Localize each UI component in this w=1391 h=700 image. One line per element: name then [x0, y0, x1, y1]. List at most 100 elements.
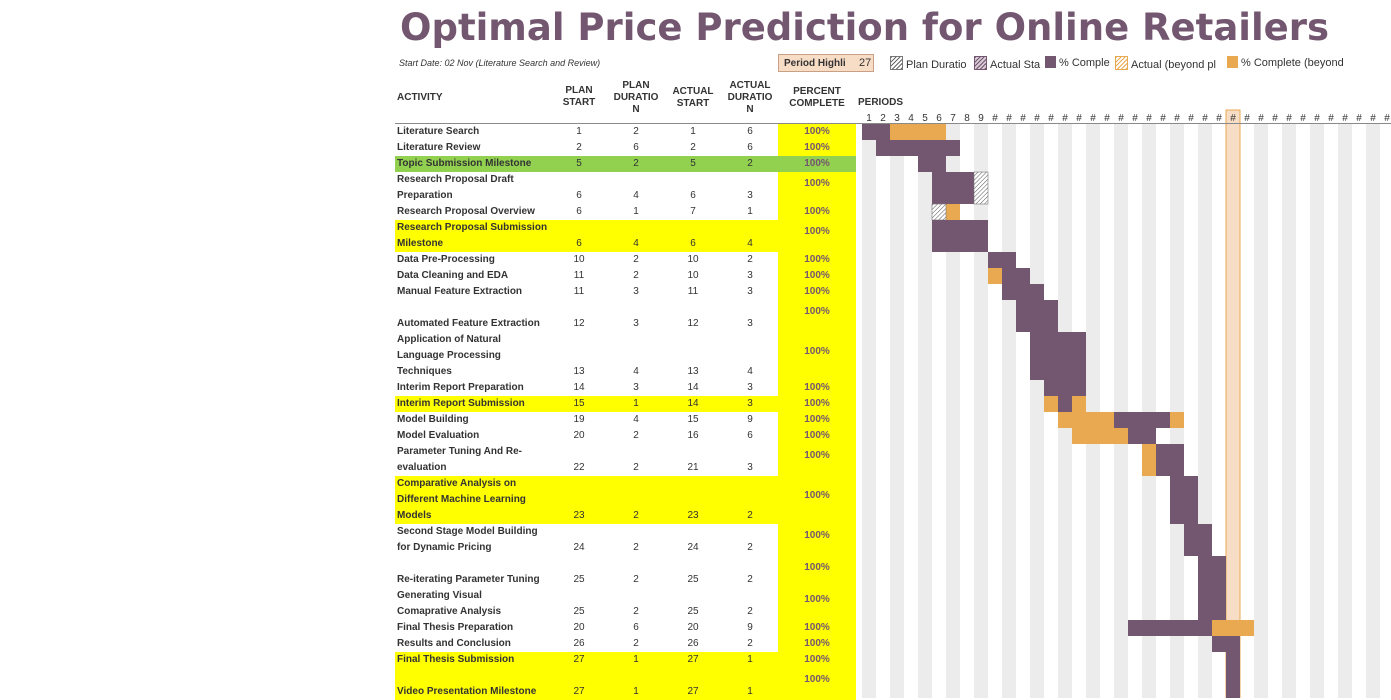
- percent-complete-cell[interactable]: 100%: [804, 490, 830, 501]
- actual-duration-cell[interactable]: 2: [747, 606, 753, 617]
- percent-complete-cell[interactable]: 100%: [804, 126, 830, 137]
- plan-start-cell[interactable]: 13: [573, 366, 585, 377]
- actual-start-cell[interactable]: 25: [687, 574, 699, 585]
- actual-duration-cell[interactable]: 2: [747, 254, 753, 265]
- percent-complete-cell[interactable]: 100%: [804, 206, 830, 217]
- actual-duration-cell[interactable]: 6: [747, 142, 753, 153]
- actual-start-cell[interactable]: 2: [690, 142, 696, 153]
- actual-duration-cell[interactable]: 3: [747, 382, 753, 393]
- percent-complete-cell[interactable]: 100%: [804, 270, 830, 281]
- percent-complete-cell[interactable]: 100%: [804, 530, 830, 541]
- percent-complete-cell[interactable]: 100%: [804, 346, 830, 357]
- plan-duration-cell[interactable]: 2: [633, 158, 639, 169]
- actual-duration-cell[interactable]: 2: [747, 574, 753, 585]
- actual-start-cell[interactable]: 11: [687, 286, 699, 297]
- plan-duration-cell[interactable]: 2: [633, 510, 639, 521]
- actual-duration-cell[interactable]: 4: [747, 238, 753, 249]
- actual-start-cell[interactable]: 6: [690, 238, 696, 249]
- percent-complete-cell[interactable]: 100%: [804, 414, 830, 425]
- actual-start-cell[interactable]: 16: [687, 430, 699, 441]
- actual-start-cell[interactable]: 20: [687, 622, 699, 633]
- actual-duration-cell[interactable]: 9: [747, 414, 753, 425]
- actual-start-cell[interactable]: 15: [687, 414, 699, 425]
- plan-duration-cell[interactable]: 2: [633, 638, 639, 649]
- plan-duration-cell[interactable]: 4: [633, 414, 639, 425]
- actual-start-cell[interactable]: 12: [687, 318, 699, 329]
- percent-complete-cell[interactable]: 100%: [804, 142, 830, 153]
- plan-start-cell[interactable]: 25: [573, 606, 585, 617]
- plan-start-cell[interactable]: 15: [573, 398, 585, 409]
- plan-duration-cell[interactable]: 2: [633, 542, 639, 553]
- plan-duration-cell[interactable]: 1: [633, 206, 639, 217]
- plan-duration-cell[interactable]: 2: [633, 606, 639, 617]
- plan-duration-cell[interactable]: 3: [633, 318, 639, 329]
- actual-duration-cell[interactable]: 2: [747, 638, 753, 649]
- percent-complete-cell[interactable]: 100%: [804, 158, 830, 169]
- percent-complete-cell[interactable]: 100%: [804, 654, 830, 665]
- plan-duration-cell[interactable]: 1: [633, 686, 639, 697]
- actual-start-cell[interactable]: 25: [687, 606, 699, 617]
- plan-start-cell[interactable]: 25: [573, 574, 585, 585]
- plan-start-cell[interactable]: 19: [573, 414, 585, 425]
- plan-duration-cell[interactable]: 3: [633, 382, 639, 393]
- plan-duration-cell[interactable]: 2: [633, 126, 639, 137]
- actual-start-cell[interactable]: 5: [690, 158, 696, 169]
- actual-duration-cell[interactable]: 6: [747, 430, 753, 441]
- actual-duration-cell[interactable]: 2: [747, 542, 753, 553]
- actual-start-cell[interactable]: 14: [687, 382, 699, 393]
- actual-start-cell[interactable]: 26: [687, 638, 699, 649]
- plan-start-cell[interactable]: 14: [573, 382, 585, 393]
- percent-complete-cell[interactable]: 100%: [804, 622, 830, 633]
- actual-start-cell[interactable]: 13: [687, 366, 699, 377]
- actual-start-cell[interactable]: 21: [687, 462, 699, 473]
- plan-start-cell[interactable]: 24: [573, 542, 585, 553]
- actual-duration-cell[interactable]: 3: [747, 398, 753, 409]
- plan-duration-cell[interactable]: 2: [633, 574, 639, 585]
- plan-start-cell[interactable]: 6: [576, 238, 582, 249]
- actual-duration-cell[interactable]: 1: [747, 654, 753, 665]
- actual-start-cell[interactable]: 27: [687, 654, 699, 665]
- plan-start-cell[interactable]: 11: [573, 270, 585, 281]
- percent-complete-cell[interactable]: 100%: [804, 430, 830, 441]
- actual-duration-cell[interactable]: 6: [747, 126, 753, 137]
- actual-duration-cell[interactable]: 3: [747, 318, 753, 329]
- actual-start-cell[interactable]: 14: [687, 398, 699, 409]
- percent-complete-cell[interactable]: 100%: [804, 254, 830, 265]
- plan-start-cell[interactable]: 11: [573, 286, 585, 297]
- actual-start-cell[interactable]: 10: [687, 270, 699, 281]
- plan-start-cell[interactable]: 23: [573, 510, 585, 521]
- plan-start-cell[interactable]: 27: [573, 686, 585, 697]
- plan-start-cell[interactable]: 22: [573, 462, 585, 473]
- plan-duration-cell[interactable]: 2: [633, 430, 639, 441]
- plan-start-cell[interactable]: 6: [576, 190, 582, 201]
- percent-complete-cell[interactable]: 100%: [804, 306, 830, 317]
- percent-complete-cell[interactable]: 100%: [804, 398, 830, 409]
- period-highlight-input[interactable]: 27: [859, 57, 872, 69]
- percent-complete-cell[interactable]: 100%: [804, 178, 830, 189]
- actual-duration-cell[interactable]: 3: [747, 286, 753, 297]
- actual-start-cell[interactable]: 27: [687, 686, 699, 697]
- actual-start-cell[interactable]: 7: [690, 206, 696, 217]
- plan-start-cell[interactable]: 2: [576, 142, 582, 153]
- actual-start-cell[interactable]: 24: [687, 542, 699, 553]
- period-highlight-box[interactable]: [778, 54, 874, 72]
- percent-complete-cell[interactable]: 100%: [804, 594, 830, 605]
- plan-start-cell[interactable]: 6: [576, 206, 582, 217]
- plan-start-cell[interactable]: 27: [573, 654, 585, 665]
- percent-complete-cell[interactable]: 100%: [804, 286, 830, 297]
- actual-start-cell[interactable]: 6: [690, 190, 696, 201]
- plan-duration-cell[interactable]: 2: [633, 254, 639, 265]
- plan-duration-cell[interactable]: 6: [633, 142, 639, 153]
- plan-duration-cell[interactable]: 6: [633, 622, 639, 633]
- plan-duration-cell[interactable]: 1: [633, 398, 639, 409]
- actual-start-cell[interactable]: 10: [687, 254, 699, 265]
- plan-start-cell[interactable]: 26: [573, 638, 585, 649]
- plan-duration-cell[interactable]: 4: [633, 366, 639, 377]
- plan-duration-cell[interactable]: 3: [633, 286, 639, 297]
- plan-duration-cell[interactable]: 4: [633, 238, 639, 249]
- actual-duration-cell[interactable]: 4: [747, 366, 753, 377]
- actual-duration-cell[interactable]: 1: [747, 686, 753, 697]
- plan-start-cell[interactable]: 20: [573, 622, 585, 633]
- actual-start-cell[interactable]: 1: [690, 126, 696, 137]
- plan-start-cell[interactable]: 1: [576, 126, 582, 137]
